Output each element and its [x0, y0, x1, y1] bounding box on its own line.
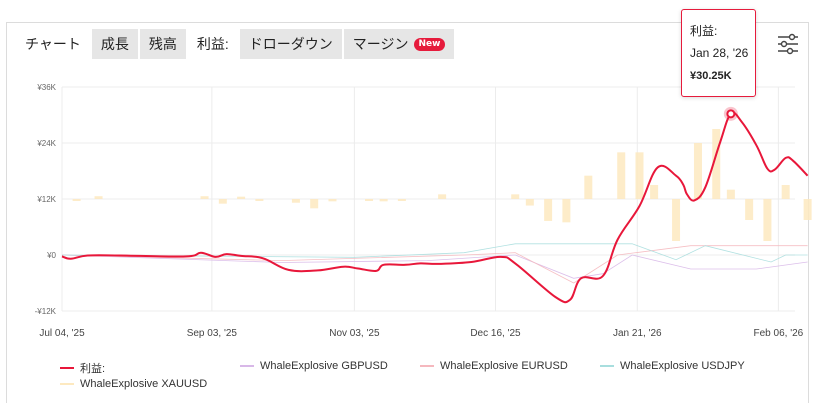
legend-item-gbpusd[interactable]: WhaleExplosive GBPUSD	[240, 360, 388, 372]
xauusd-bar	[617, 152, 626, 199]
xauusd-bar	[726, 189, 735, 199]
legend-label: WhaleExplosive GBPUSD	[260, 360, 388, 372]
x-tick-label: Feb 06, '26	[754, 328, 804, 339]
tooltip-date: Jan 28, '26	[690, 46, 749, 60]
legend: 利益: WhaleExplosive GBPUSD WhaleExplosive…	[0, 356, 819, 403]
sliders-icon[interactable]	[775, 32, 801, 56]
tab-chart[interactable]: チャート	[16, 29, 90, 59]
tab-margin[interactable]: マージン New	[343, 29, 455, 59]
y-tick-label: ¥12K	[36, 195, 56, 204]
legend-label: WhaleExplosive EURUSD	[440, 360, 568, 372]
legend-item-eurusd[interactable]: WhaleExplosive EURUSD	[420, 360, 568, 372]
xauusd-bar	[397, 199, 406, 201]
xauusd-bar	[237, 196, 246, 199]
legend-label: WhaleExplosive XAUUSD	[80, 378, 208, 390]
new-badge: New	[413, 37, 446, 51]
legend-swatch	[600, 365, 614, 367]
y-tick-label: ¥36K	[36, 83, 56, 92]
legend-item-profit[interactable]: 利益:	[60, 360, 105, 376]
xauusd-bar	[365, 199, 374, 201]
x-tick-label: Jul 04, '25	[39, 328, 85, 339]
hover-point	[726, 109, 736, 119]
x-tick-label: Sep 03, '25	[187, 328, 238, 339]
xauusd-bar	[200, 196, 209, 199]
profit-line	[61, 111, 809, 304]
xauusd-bar	[745, 199, 754, 220]
hover-marker	[723, 106, 738, 121]
tab-balance-label: 残高	[148, 36, 177, 52]
tab-chart-label: チャート	[25, 36, 81, 52]
xauusd-bar	[712, 129, 721, 199]
tab-balance[interactable]: 残高	[139, 29, 186, 59]
xauusd-bar	[672, 199, 681, 241]
legend-item-xauusd[interactable]: WhaleExplosive XAUUSD	[60, 378, 207, 390]
tab-margin-label: マージン	[352, 36, 409, 52]
xauusd-bar	[328, 199, 337, 202]
xauusd-bar	[584, 175, 593, 199]
tooltip: 利益: Jan 28, '26 ¥30.25K	[681, 9, 756, 97]
xauusd-bar	[94, 196, 103, 199]
xauusd-bar	[291, 199, 300, 203]
series-lines	[61, 111, 809, 304]
eurusd-line	[61, 245, 808, 284]
xauusd-bar	[218, 199, 227, 204]
tab-drawdown[interactable]: ドローダウン	[239, 29, 342, 59]
xauusd-bar	[310, 199, 319, 209]
legend-swatch	[60, 367, 74, 369]
tab-drawdown-label: ドローダウン	[248, 36, 333, 52]
xauusd-bar	[72, 199, 81, 201]
chart-grid	[61, 86, 795, 312]
tooltip-value: ¥30.25K	[690, 70, 732, 82]
legend-swatch	[240, 365, 254, 367]
legend-item-usdjpy[interactable]: WhaleExplosive USDJPY	[600, 360, 745, 372]
y-tick-label: ¥0	[46, 251, 56, 260]
x-tick-label: Nov 03, '25	[329, 328, 380, 339]
legend-swatch	[420, 365, 434, 367]
y-tick-label: -¥12K	[35, 307, 57, 316]
xauusd-bar	[635, 152, 644, 199]
tab-growth[interactable]: 成長	[91, 29, 138, 59]
y-axis: ¥36K ¥24K ¥12K ¥0 -¥12K	[35, 83, 57, 316]
tab-profit-label: 利益:	[196, 36, 229, 52]
xauusd-bar	[693, 143, 702, 199]
legend-swatch	[60, 383, 74, 385]
xauusd-bar	[781, 185, 790, 199]
tooltip-title: 利益:	[690, 24, 718, 38]
xauusd-bar	[438, 194, 447, 199]
series-faint-lines	[61, 243, 808, 284]
xauusd-bar	[525, 199, 534, 206]
xauusd-bar	[544, 199, 553, 221]
x-tick-label: Jan 21, '26	[613, 328, 662, 339]
xauusd-bar	[511, 194, 520, 199]
legend-label: 利益:	[80, 363, 106, 375]
xauusd-bar	[803, 199, 812, 220]
xauusd-bar	[763, 199, 772, 241]
tab-bar: チャート 成長 残高 利益: ドローダウン マージン New	[16, 29, 456, 59]
tab-profit[interactable]: 利益:	[187, 29, 238, 59]
legend-label: WhaleExplosive USDJPY	[620, 360, 745, 372]
x-axis: Jul 04, '25 Sep 03, '25 Nov 03, '25 Dec 16,…	[39, 328, 803, 339]
x-tick-label: Dec 16, '25	[470, 328, 521, 339]
background-bars	[72, 129, 812, 241]
xauusd-bar	[379, 199, 388, 202]
usdjpy-line	[61, 243, 808, 263]
tab-growth-label: 成長	[100, 36, 129, 52]
xauusd-bar	[255, 199, 264, 201]
y-tick-label: ¥24K	[36, 139, 56, 148]
xauusd-bar	[562, 199, 571, 223]
gbpusd-line	[61, 254, 808, 279]
xauusd-bar	[650, 185, 659, 199]
